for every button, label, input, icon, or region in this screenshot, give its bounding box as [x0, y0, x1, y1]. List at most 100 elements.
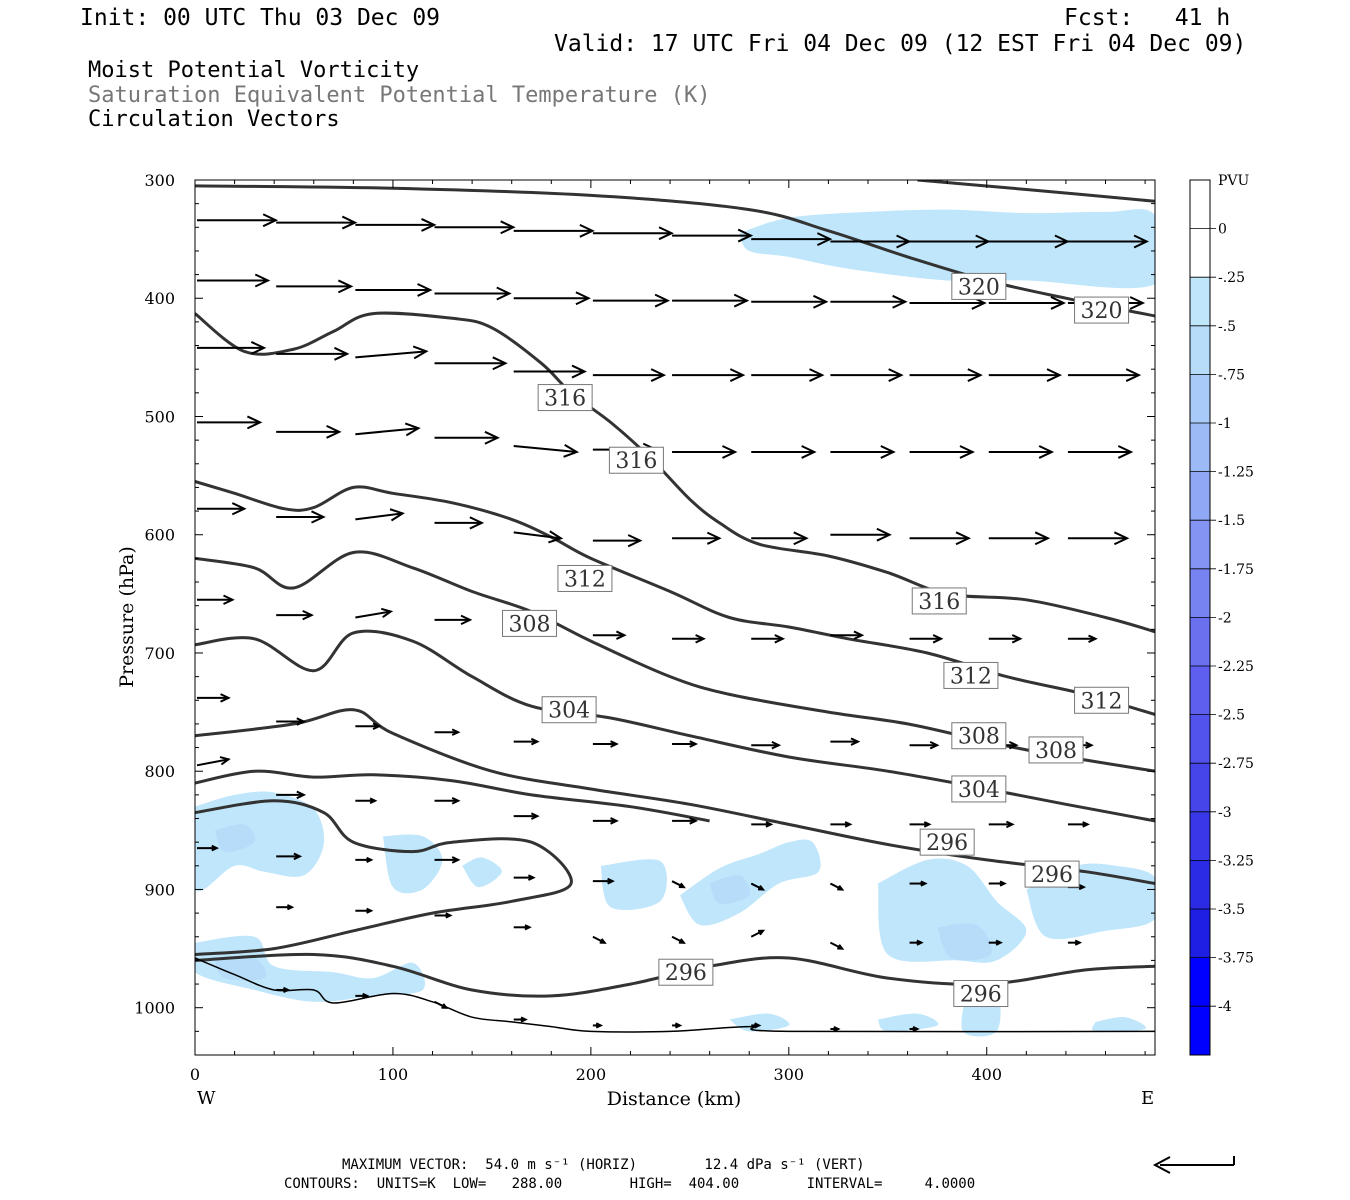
circulation-vector	[830, 1025, 841, 1033]
circulation-vector	[592, 817, 619, 825]
colorbar-swatch	[1190, 374, 1210, 423]
contour-info: CONTOURS: UNITS=K LOW= 288.00 HIGH= 404.…	[284, 1176, 976, 1192]
circulation-vector	[434, 614, 473, 626]
contour-label-box	[911, 587, 967, 615]
circulation-vector	[276, 510, 326, 524]
circulation-vector	[197, 415, 263, 430]
colorbar-swatch	[1190, 860, 1210, 909]
circulation-vector	[355, 992, 370, 999]
y-tick-label: 300	[144, 171, 175, 190]
circulation-vector	[1067, 445, 1134, 459]
contour-label-box	[541, 696, 597, 724]
colorbar-label: -2.25	[1218, 659, 1254, 675]
contour-label-box	[658, 958, 714, 986]
circulation-vector	[513, 1016, 528, 1023]
colorbar-label: -.75	[1218, 367, 1245, 383]
circulation-vector	[197, 502, 247, 516]
pv-region	[877, 1013, 939, 1032]
pv-region	[600, 859, 668, 911]
circulation-vector	[276, 904, 295, 911]
y-axis-label: Pressure (hPa)	[116, 546, 138, 688]
contour-label: 308	[1035, 739, 1077, 764]
circulation-vector	[988, 296, 1066, 310]
circulation-vector	[1067, 821, 1090, 828]
circulation-vector	[513, 924, 532, 931]
y-tick-label: 800	[144, 762, 175, 781]
x-tick-label: 100	[378, 1065, 409, 1084]
circulation-vector	[909, 368, 983, 382]
circulation-vector	[909, 740, 940, 750]
colorbar-title: PVU	[1218, 173, 1250, 189]
circulation-vector	[513, 737, 540, 746]
circulation-vector	[1067, 939, 1083, 946]
colorbar-label: -.25	[1218, 270, 1245, 286]
theta-contour	[195, 550, 1155, 773]
colorbar-swatch	[1190, 471, 1210, 521]
circulation-vector	[672, 740, 699, 748]
circulation-vector	[671, 880, 686, 889]
circulation-vector	[355, 422, 421, 437]
colorbar: 0 -.25 -.5 -.75 -1 -1.25 -1.5 -1.75 -2 -2.25 -2.5 -…	[1189, 179, 1254, 1056]
colorbar-swatch	[1190, 666, 1210, 715]
circulation-vector	[672, 817, 699, 825]
circulation-vector	[909, 531, 972, 546]
pv-region	[195, 791, 325, 892]
circulation-vector	[751, 634, 786, 644]
circulation-vector	[355, 508, 405, 522]
circulation-vector	[751, 445, 817, 459]
colorbar-label: -2.75	[1218, 756, 1254, 772]
x-tick-label: 0	[190, 1065, 200, 1084]
circulation-vector	[355, 907, 374, 914]
circulation-vector	[434, 856, 461, 864]
contour-label: 320	[1081, 299, 1123, 324]
circulation-vector	[988, 368, 1063, 382]
circulation-vector	[355, 856, 374, 863]
circulation-vector	[829, 941, 845, 950]
circulation-vector	[513, 530, 564, 544]
pv-region	[877, 858, 1027, 963]
circulation-vector	[988, 531, 1051, 546]
circulation-vector	[513, 812, 540, 820]
circulation-vector	[434, 728, 461, 736]
circulation-vector	[434, 220, 516, 235]
circulation-vector	[197, 844, 220, 852]
circulation-vector	[830, 445, 896, 459]
contour-label: 312	[1081, 689, 1123, 714]
circulation-vector	[434, 286, 512, 301]
circulation-vector	[197, 594, 235, 605]
colorbar-swatch	[1190, 325, 1210, 375]
circulation-vector	[276, 790, 307, 800]
circulation-vector	[672, 445, 738, 459]
circulation-vector	[197, 273, 271, 288]
x-axis-label: Distance (km)	[607, 1088, 742, 1110]
circulation-vector	[672, 634, 706, 644]
colorbar-label: -3	[1218, 805, 1232, 821]
circulation-vector	[276, 852, 303, 861]
circulation-vector	[672, 1022, 683, 1029]
circulation-vector	[988, 880, 1007, 887]
pv-region	[1091, 1017, 1147, 1032]
title-theta: Saturation Equivalent Potential Temperat…	[88, 83, 711, 108]
theta-contour	[917, 180, 1155, 203]
y-tick-label: 700	[144, 644, 175, 663]
circulation-vector	[196, 756, 231, 767]
colorbar-label: -3.25	[1218, 853, 1254, 869]
circulation-vector	[276, 717, 307, 726]
colorbar-label: -1.5	[1218, 513, 1245, 529]
circulation-vector	[751, 294, 829, 309]
circulation-vector	[592, 1022, 604, 1029]
circulation-vector	[592, 293, 671, 308]
colorbar-label: -1	[1218, 416, 1232, 432]
contour-label: 296	[665, 961, 707, 986]
pv-region	[729, 1013, 790, 1032]
colorbar-swatch	[1190, 811, 1210, 861]
circulation-vector	[276, 986, 291, 994]
theta-contour	[195, 708, 1155, 885]
contour-label: 296	[1031, 863, 1073, 888]
circulation-vector	[988, 234, 1070, 249]
colorbar-label: -4	[1218, 999, 1232, 1015]
title-pv: Moist Potential Vorticity	[88, 58, 420, 83]
x-tick-label: 300	[774, 1065, 805, 1084]
colorbar-label: 0	[1218, 222, 1227, 238]
